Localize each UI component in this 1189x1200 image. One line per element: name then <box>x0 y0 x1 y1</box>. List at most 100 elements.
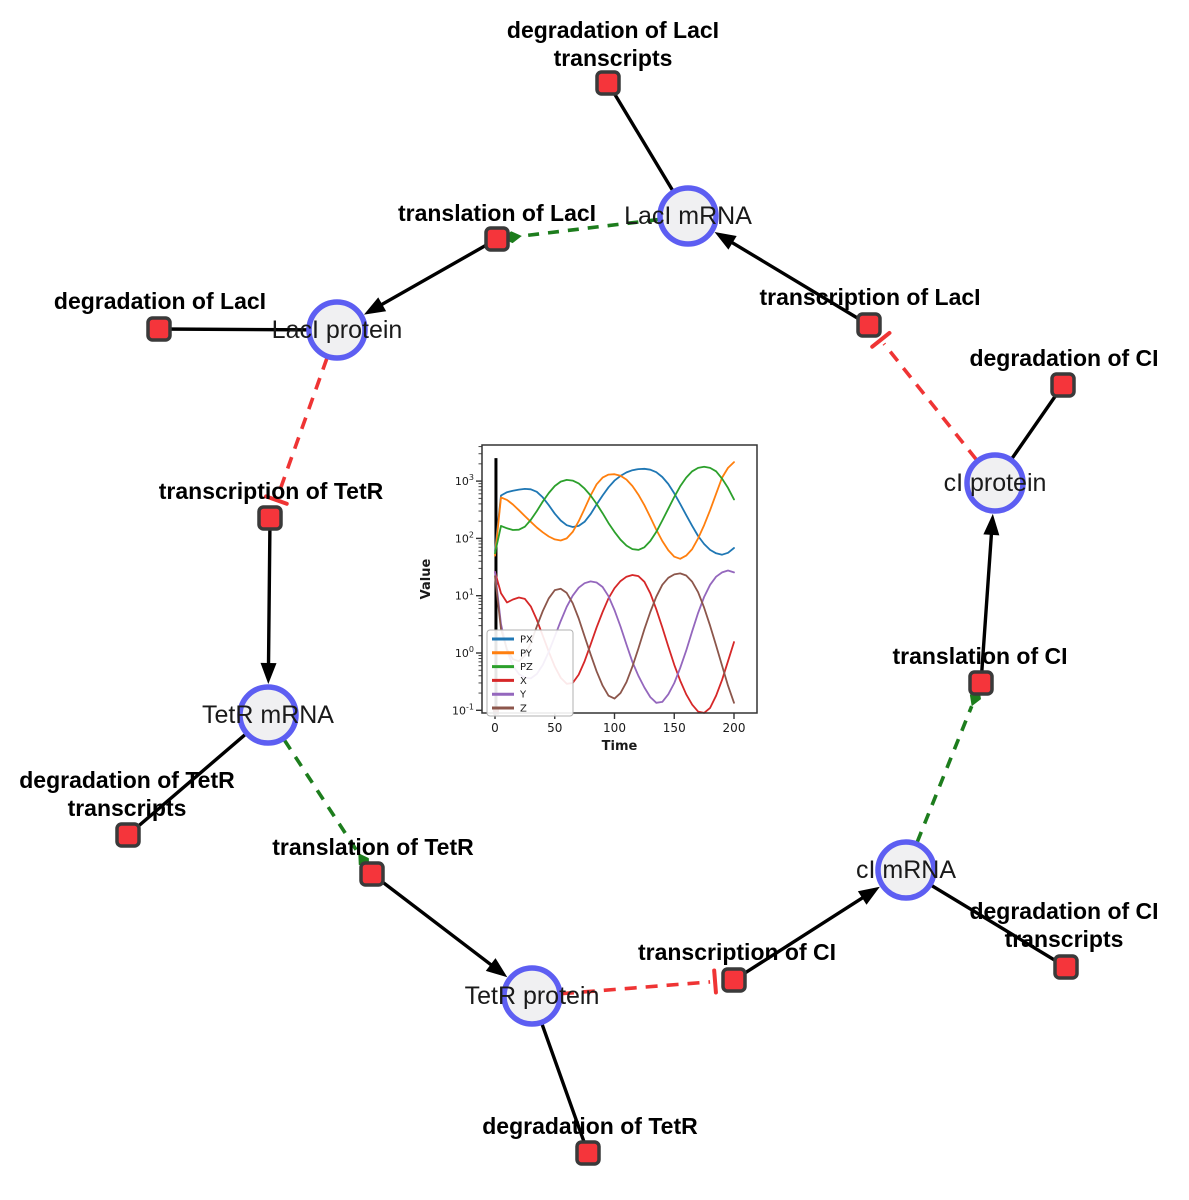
production-line <box>372 237 499 311</box>
reaction-node-transcr_ci <box>721 967 747 993</box>
production-arrowhead-icon <box>363 297 387 315</box>
reaction-label-deg_tetr: degradation of TetR <box>482 1113 698 1139</box>
reaction-label-deg_ci_tx: transcripts <box>1005 926 1124 952</box>
reaction-label-transl_tetr: translation of TetR <box>272 834 474 860</box>
catalysis-line <box>282 739 360 855</box>
inhibition-tbar-icon <box>264 494 289 506</box>
species-node-tetr_protein <box>501 965 563 1027</box>
production-line <box>979 524 994 685</box>
reaction-label-deg_ci_tx: degradation of CI <box>969 898 1158 924</box>
y-tick-base: 10 <box>452 704 466 717</box>
edge-production <box>370 872 508 978</box>
y-tick-exponent: 3 <box>469 473 474 482</box>
y-tick-exponent: 1 <box>469 588 474 597</box>
value-axis-label: Value <box>419 558 434 599</box>
reaction-node-transcr_tetr <box>257 505 283 531</box>
species-label-tetr_mrna: TetR mRNA <box>202 701 334 729</box>
reaction-label-deg_laci: degradation of LacI <box>54 288 266 314</box>
edge-production <box>714 231 871 327</box>
chart-background <box>418 440 774 764</box>
reaction-label-deg_laci_tx: transcripts <box>554 45 673 71</box>
edge-production <box>979 513 1000 685</box>
edge-consumption <box>904 868 1068 969</box>
reaction-node-transl_ci <box>968 670 994 696</box>
reaction-node-deg_ci <box>1050 372 1076 398</box>
reaction-node-transl_laci <box>484 226 510 252</box>
production-line <box>370 872 500 972</box>
reaction-label-transcr_ci: transcription of CI <box>638 939 836 965</box>
y-tick-exponent: -1 <box>466 702 474 711</box>
species-node-ci_mrna <box>875 839 937 901</box>
reaction-node-deg_tetr <box>575 1140 601 1166</box>
inhibition-line <box>882 342 978 461</box>
series-line-PX <box>494 467 735 556</box>
x-tick-label: 200 <box>723 721 746 735</box>
y-tick-label: 100 <box>455 645 474 660</box>
species-nodes-layer <box>237 185 1026 1027</box>
production-arrowhead-icon <box>714 231 737 250</box>
chart-legend: PX PY PZ XYZ <box>486 629 574 717</box>
reaction-node-transcr_laci <box>856 312 882 338</box>
species-node-laci_protein <box>306 299 368 361</box>
inset-chart: 10-1 100 101 102 103 0 50 100 150 200 Time Value PX P… <box>418 440 774 764</box>
y-tick-base: 10 <box>455 475 469 488</box>
chart-frame <box>481 444 758 714</box>
catalysis-line <box>915 705 974 843</box>
edge-production <box>363 237 499 315</box>
production-arrowhead-icon <box>260 662 277 685</box>
reaction-node-deg_tetr_tx <box>115 822 141 848</box>
y-tick-label: 103 <box>455 473 474 488</box>
y-tick-base: 10 <box>455 590 469 603</box>
reaction-label-deg_laci_tx: degradation of LacI <box>507 17 719 43</box>
edges-layer <box>126 81 1068 1155</box>
reaction-node-deg_laci <box>146 316 172 342</box>
series-line-PZ <box>494 465 735 555</box>
reaction-node-deg_ci_tx <box>1053 954 1079 980</box>
reaction-label-deg_tetr_tx: degradation of TetR <box>19 767 235 793</box>
series-line-X <box>494 571 735 714</box>
consumption-line <box>904 868 1068 969</box>
edge-inhibition <box>870 330 978 461</box>
species-node-laci_mrna <box>657 185 719 247</box>
y-tick-label: 101 <box>455 588 474 603</box>
y-tick-exponent: 0 <box>469 645 474 654</box>
inhibition-tbar-icon <box>712 968 718 995</box>
x-tick-label: 100 <box>603 721 626 735</box>
legend-label-Y: Y <box>519 690 527 701</box>
reaction-label-transcr_tetr: transcription of TetR <box>159 478 384 504</box>
reaction-label-deg_tetr_tx: transcripts <box>68 795 187 821</box>
time-axis-label: Time <box>602 739 638 754</box>
legend-label-Z: Z <box>520 704 527 715</box>
edge-catalysis <box>915 687 981 843</box>
reaction-node-deg_laci_tx <box>595 70 621 96</box>
production-line <box>723 236 871 327</box>
catalysis-line <box>521 217 659 238</box>
species-label-tetr_protein: TetR protein <box>465 982 600 1010</box>
species-label-ci_protein: cI protein <box>944 469 1047 497</box>
y-tick-exponent: 2 <box>469 530 474 539</box>
production-arrowhead-icon <box>983 513 1000 536</box>
legend-label-PY: PY <box>520 648 533 659</box>
reaction-label-deg_ci: degradation of CI <box>969 345 1158 371</box>
y-tick-label: 10-1 <box>452 702 474 717</box>
inhibition-line <box>561 980 711 996</box>
x-tick-label: 50 <box>547 721 562 735</box>
y-tick-label: 102 <box>455 530 474 545</box>
y-tick-base: 10 <box>455 647 469 660</box>
series-line-PY <box>494 461 735 560</box>
y-tick-base: 10 <box>455 532 469 545</box>
edge-inhibition <box>561 968 718 996</box>
species-label-ci_mrna: cI mRNA <box>856 856 956 884</box>
x-tick-label: 150 <box>663 721 686 735</box>
reaction-label-transcr_laci: transcription of LacI <box>759 284 980 310</box>
species-label-laci_mrna: LacI mRNA <box>624 202 752 230</box>
edge-production <box>732 886 880 982</box>
inhibition-line <box>276 357 329 496</box>
production-arrowhead-icon <box>485 958 508 978</box>
reaction-label-transl_ci: translation of CI <box>892 643 1067 669</box>
production-arrowhead-icon <box>857 886 880 905</box>
edge-production <box>260 516 277 685</box>
species-node-ci_protein <box>964 452 1026 514</box>
